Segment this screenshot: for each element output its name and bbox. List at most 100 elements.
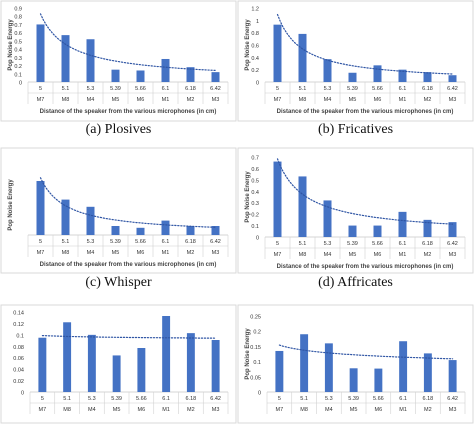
x-tick-distance: 5: [276, 241, 279, 247]
bar-M8: [63, 322, 72, 392]
x-tick-microphone: M4: [87, 250, 95, 256]
x-tick-distance: 5: [39, 239, 42, 245]
x-tick-microphone: M8: [63, 407, 71, 413]
x-tick-distance: 6.1: [399, 396, 407, 402]
bar-M6: [137, 348, 146, 392]
x-tick-distance: 6.42: [210, 239, 221, 245]
y-tick-label: 0: [19, 81, 22, 87]
chart-svg-d: 0 0.1 0.2 0.3 0.4 0.5 0.6 0.7 Pop Noise Energy 5 M…: [237, 147, 474, 274]
x-tick-distance: 6.42: [447, 86, 458, 92]
x-tick-distance: 5.1: [62, 239, 70, 245]
x-tick-distance: 5.3: [325, 396, 333, 402]
x-tick-microphone: M4: [325, 407, 333, 413]
x-tick-distance: 5.3: [324, 241, 332, 247]
bar-M3: [448, 75, 457, 82]
x-tick-distance: 5.1: [299, 86, 307, 92]
x-tick-distance: 6.42: [447, 241, 458, 247]
x-tick-microphone: M8: [62, 97, 70, 103]
y-tick-label: 0.25: [250, 315, 261, 321]
bar-M3: [211, 72, 220, 82]
x-tick-microphone: M6: [375, 407, 383, 413]
bar-M7: [38, 337, 47, 392]
x-tick-distance: 5.39: [110, 239, 121, 245]
y-axis-label: Pop Noise Energy: [8, 19, 14, 71]
x-tick-microphone: M2: [187, 97, 195, 103]
x-tick-microphone: M6: [138, 407, 146, 413]
trendline: [276, 158, 454, 225]
chart-panel-a: 0 0.1 0.2 0.3 0.4 0.5 0.6 0.7 0.8 0.9 Pop Noise En…: [0, 0, 237, 140]
trendline: [278, 344, 454, 360]
x-tick-microphone: M2: [187, 407, 195, 413]
y-tick-label: 0.1: [16, 333, 24, 339]
bar-M1: [399, 341, 408, 392]
bar-M3: [448, 222, 457, 237]
bar-M4: [324, 343, 333, 392]
y-tick-label: 0.2: [253, 330, 261, 336]
x-tick-microphone: M5: [350, 407, 358, 413]
y-tick-label: 0.08: [13, 345, 24, 351]
x-tick-distance: 5: [278, 396, 281, 402]
x-tick-microphone: M1: [399, 252, 407, 258]
x-axis-label: Distance of the speaker from the various…: [40, 262, 217, 268]
bar-M6: [373, 225, 382, 237]
chart-panel-b: 0 0.2 0.4 0.6 0.8 1 1.2 Pop Noise Energy 5 M7 5.1 M…: [237, 0, 474, 140]
x-tick-microphone: M1: [162, 250, 170, 256]
x-axis-label: Distance of the speaker from the various…: [40, 109, 217, 115]
x-tick-distance: 5.66: [136, 396, 147, 402]
y-tick-label: 0.5: [14, 39, 22, 45]
bar-M8: [300, 334, 309, 392]
x-tick-distance: 5.39: [347, 86, 358, 92]
bar-M4: [323, 200, 332, 237]
x-tick-microphone: M6: [374, 252, 382, 258]
y-tick-label: 0.8: [251, 31, 259, 37]
y-tick-label: 0.3: [14, 56, 22, 62]
y-tick-label: 0: [256, 236, 259, 242]
x-tick-microphone: M1: [399, 407, 407, 413]
bar-M8: [298, 33, 307, 82]
bar-M7: [273, 161, 282, 237]
y-axis-label: Pop Noise Energy: [8, 179, 14, 231]
y-tick-label: 0.4: [14, 48, 22, 54]
x-tick-microphone: M2: [187, 250, 195, 256]
x-tick-microphone: M4: [87, 97, 95, 103]
y-tick-label: 0.7: [14, 23, 22, 29]
bar-M5: [111, 226, 120, 235]
chart-caption-c: (c) Whisper: [85, 275, 152, 290]
x-tick-microphone: M4: [324, 97, 332, 103]
x-tick-microphone: M5: [349, 97, 357, 103]
y-tick-label: 0.02: [13, 379, 24, 385]
bar-M5: [348, 72, 357, 82]
bar-M8: [61, 199, 70, 235]
bar-M5: [111, 69, 120, 82]
bar-M5: [112, 355, 121, 392]
x-tick-microphone: M6: [137, 97, 145, 103]
bar-M4: [323, 59, 332, 82]
x-tick-microphone: M7: [37, 250, 45, 256]
y-tick-label: 0: [256, 81, 259, 87]
bar-M6: [374, 368, 383, 392]
x-tick-distance: 5.66: [373, 396, 384, 402]
x-tick-microphone: M3: [449, 407, 457, 413]
x-tick-distance: 5: [39, 86, 42, 92]
y-tick-label: 0.9: [14, 7, 22, 13]
x-tick-distance: 5.3: [88, 396, 96, 402]
y-tick-label: 0.06: [13, 356, 24, 362]
bar-M3: [211, 340, 220, 392]
x-tick-microphone: M8: [62, 250, 70, 256]
bar-M2: [423, 219, 432, 237]
y-tick-label: 0.4: [251, 56, 259, 62]
x-tick-distance: 5.1: [299, 241, 307, 247]
y-tick-label: 0: [21, 391, 24, 397]
x-tick-microphone: M2: [424, 97, 432, 103]
chart-caption-d: (d) Affricates: [318, 275, 393, 290]
x-tick-distance: 6.42: [210, 396, 221, 402]
x-tick-distance: 6.1: [162, 396, 170, 402]
trendline: [41, 335, 217, 339]
y-axis-label: Pop Noise Energy: [245, 19, 251, 71]
x-tick-microphone: M6: [137, 250, 145, 256]
bar-M6: [136, 70, 145, 82]
bar-M7: [36, 181, 45, 235]
y-tick-label: 0: [258, 391, 261, 397]
chart-caption-a: (a) Plosives: [85, 122, 152, 137]
